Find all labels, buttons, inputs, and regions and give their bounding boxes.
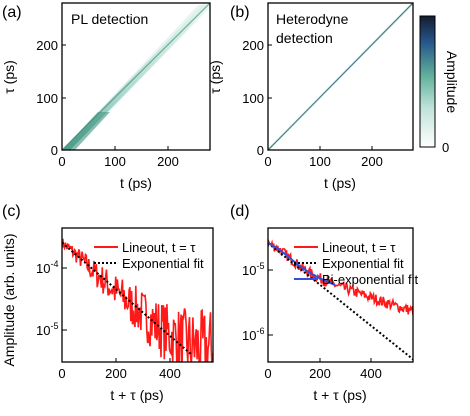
ytick-d-1e-5: 10-5: [242, 261, 264, 278]
xlabel-d: t + τ (ps): [313, 387, 366, 403]
xtick-b-200: 200: [361, 154, 383, 169]
legend-d: Lineout, t = τ Exponential fit Bi-expone…: [294, 240, 418, 287]
xtick-b-0: 0: [264, 154, 271, 169]
legend-d-lineout-label: Lineout, t = τ: [322, 240, 396, 255]
legend-c-fit-label: Exponential fit: [122, 256, 204, 271]
title-b-line-2: detection: [276, 30, 333, 46]
xtick-a-0: 0: [58, 154, 65, 169]
xtick-d-0: 0: [264, 366, 271, 381]
xtick-a-100: 100: [104, 154, 126, 169]
axes-d-frame: [267, 227, 414, 363]
legend-d-biexp-label: Bi-exponential fit: [322, 272, 418, 287]
heatmap-a-peak: [62, 112, 110, 150]
title-a: PL detection: [71, 11, 148, 27]
series-line-d-2: [268, 242, 336, 287]
xtick-a-200: 200: [157, 154, 179, 169]
legend-c-lineout-label: Lineout, t = τ: [122, 240, 196, 255]
xlabel-c: t + τ (ps): [110, 387, 163, 403]
colorbar-min-label: 0: [442, 140, 449, 155]
panel-label-a: (a): [2, 4, 22, 21]
axes-a-frame: [61, 2, 211, 151]
ytick-c-1e-4: 10-4: [36, 259, 58, 276]
title-b-line-1: Heterodyne: [276, 11, 349, 27]
xlabel-b: t (ps): [324, 175, 356, 191]
ytick-b-0: 0: [257, 143, 264, 158]
legend-c: Lineout, t = τ Exponential fit: [94, 240, 204, 271]
ytick-c-1e-5: 10-5: [36, 321, 58, 338]
ytick-a-200: 200: [36, 38, 58, 53]
ylabel-c: Amplitude (arb. units): [1, 233, 17, 366]
axes-b-ticks: [267, 44, 373, 151]
heatmap-b: [267, 2, 414, 151]
ytick-a-100: 100: [36, 91, 58, 106]
colorbar-label: Amplitude: [444, 51, 460, 113]
axes-b-frame: [267, 2, 414, 151]
ytick-d-1e-6: 10-6: [242, 326, 264, 343]
axes-a-ticks: [61, 44, 169, 151]
xtick-b-100: 100: [309, 154, 331, 169]
series-line-d-0: [268, 238, 413, 316]
axes-d-ticks: [267, 269, 372, 362]
ytick-a-0: 0: [51, 143, 58, 158]
heatmap-b-diagonal: [267, 2, 414, 151]
heatmap-a: [61, 2, 211, 151]
series-line-d-1: [268, 242, 413, 361]
axes-c-ticks: [61, 267, 171, 362]
xtick-c-400: 400: [159, 366, 181, 381]
ylabel-a: τ (ps): [1, 60, 17, 94]
ylabel-b: τ (ps): [207, 60, 223, 94]
xtick-c-0: 0: [58, 366, 65, 381]
legend-d-expfit-label: Exponential fit: [322, 256, 404, 271]
ytick-b-100: 100: [242, 91, 264, 106]
xtick-d-200: 200: [309, 366, 331, 381]
panel-label-b: (b): [230, 4, 250, 21]
colorbar: [419, 15, 436, 148]
series-line-c-1: [62, 241, 193, 356]
plot-area-d: [268, 238, 413, 361]
panel-label-c: (c): [2, 203, 21, 220]
xtick-d-400: 400: [360, 366, 382, 381]
xlabel-a: t (ps): [120, 175, 152, 191]
xtick-c-200: 200: [105, 366, 127, 381]
title-b: Heterodyne detection: [276, 11, 352, 46]
axes-c-frame: [61, 227, 214, 363]
panel-label-d: (d): [230, 203, 250, 220]
ytick-b-200: 200: [242, 38, 264, 53]
